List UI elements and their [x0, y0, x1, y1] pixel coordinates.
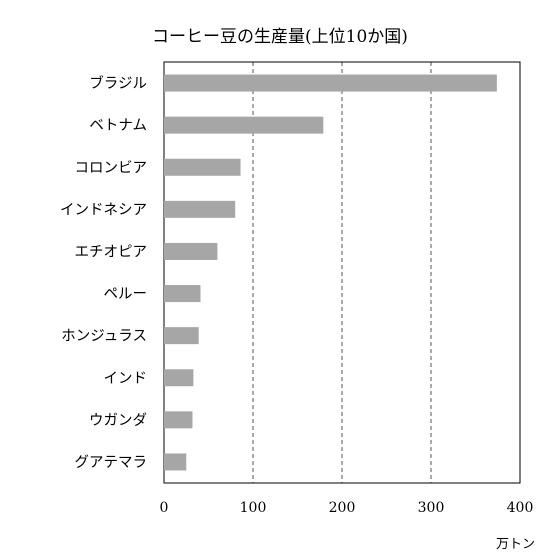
bar-5 — [164, 242, 218, 260]
category-label-3: コロンビア — [75, 159, 148, 176]
category-label-2: ベトナム — [89, 118, 147, 134]
chart-title: コーヒー豆の生産量(上位10か国) — [152, 27, 408, 47]
category-label-1: ブラジル — [89, 74, 147, 92]
bar-8 — [164, 369, 194, 387]
category-label-8: インド — [104, 371, 148, 387]
bar-6 — [164, 285, 201, 303]
category-label-4: インドネシア — [60, 201, 147, 218]
category-label-7: ホンジュラス — [61, 329, 147, 345]
x-tick-label-300: 300 — [418, 500, 445, 516]
bar-4 — [164, 200, 236, 218]
x-tick-label-400: 400 — [507, 500, 534, 516]
unit-label: 万トン — [496, 537, 536, 552]
category-label-6: ペルー — [104, 287, 148, 303]
category-label-10: グアテマラ — [75, 454, 148, 471]
x-tick-label-200: 200 — [329, 500, 356, 516]
bar-2 — [164, 116, 324, 134]
x-tick-label-100: 100 — [240, 500, 267, 516]
category-label-9: ウガンダ — [89, 412, 147, 429]
bar-3 — [164, 158, 241, 176]
plot-frame — [163, 61, 521, 484]
category-label-5: エチオピア — [75, 243, 148, 260]
x-tick-label-0: 0 — [160, 500, 169, 516]
bar-7 — [164, 327, 199, 345]
bar-10 — [164, 453, 187, 471]
bar-9 — [164, 411, 193, 429]
bar-1 — [164, 74, 497, 92]
